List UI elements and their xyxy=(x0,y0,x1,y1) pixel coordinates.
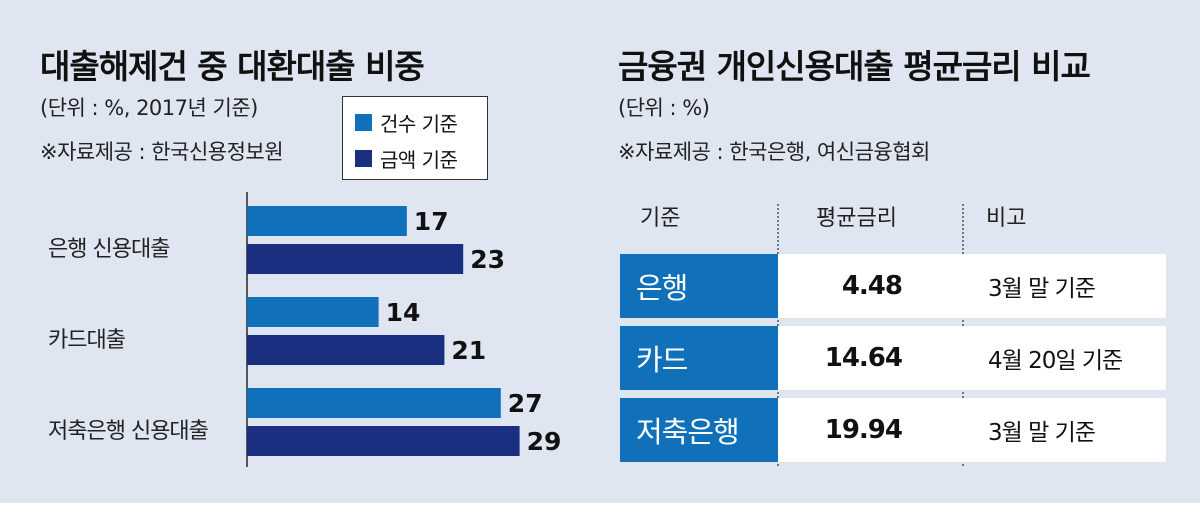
bar-amount xyxy=(247,244,464,274)
right-table-title: 금융권 개인신용대출 평균금리 비교 xyxy=(618,47,1091,86)
category-label: 은행 신용대출 xyxy=(48,237,170,262)
column-header-note: 비고 xyxy=(986,206,1027,231)
bar-count xyxy=(247,297,379,327)
table-row: 은행 4.48 3월 말 기준 xyxy=(620,254,1166,318)
legend-swatch-amount xyxy=(355,149,372,167)
row-rate: 19.94 xyxy=(778,398,964,462)
legend-label-amount: 금액 기준 xyxy=(380,147,458,172)
column-header-criteria: 기준 xyxy=(640,206,681,231)
bar-amount xyxy=(247,426,520,456)
bar-value-label: 23 xyxy=(470,245,505,274)
left-chart-title: 대출해제건 중 대환대출 비중 xyxy=(40,47,425,86)
left-chart-unit: (단위 : %, 2017년 기준) xyxy=(40,96,258,120)
row-name: 카드 xyxy=(620,326,778,390)
infographic-panel: 대출해제건 중 대환대출 비중 (단위 : %, 2017년 기준) ※자료제공… xyxy=(0,0,1200,503)
legend-item-amount: 금액 기준 xyxy=(355,143,458,173)
row-rate: 4.48 xyxy=(778,254,964,318)
legend-swatch-count xyxy=(355,113,372,131)
column-header-rate: 평균금리 xyxy=(816,206,897,231)
bar-count xyxy=(247,206,407,236)
bar-value-label: 17 xyxy=(414,207,449,236)
chart-legend: 건수 기준 금액 기준 xyxy=(342,96,488,180)
bar-count xyxy=(247,388,501,418)
table-row: 저축은행 19.94 3월 말 기준 xyxy=(620,398,1166,462)
legend-item-count: 건수 기준 xyxy=(355,107,458,137)
bar-value-label: 27 xyxy=(508,389,543,418)
row-note: 4월 20일 기준 xyxy=(964,326,1166,390)
bar-chart: 17 23 14 21 27 29 xyxy=(246,192,562,467)
category-label: 카드대출 xyxy=(48,328,126,353)
row-name: 은행 xyxy=(620,254,778,318)
left-chart-source: ※자료제공 : 한국신용정보원 xyxy=(40,140,284,164)
row-note: 3월 말 기준 xyxy=(964,254,1166,318)
category-label: 저축은행 신용대출 xyxy=(48,419,209,444)
right-table-unit: (단위 : %) xyxy=(618,96,710,120)
row-name: 저축은행 xyxy=(620,398,778,462)
bar-value-label: 14 xyxy=(386,298,421,327)
bar-value-label: 29 xyxy=(527,427,562,456)
bar-amount xyxy=(247,335,445,365)
bar-value-label: 21 xyxy=(451,336,486,365)
right-table-source: ※자료제공 : 한국은행, 여신금융협회 xyxy=(618,140,930,164)
row-note: 3월 말 기준 xyxy=(964,398,1166,462)
table-row: 카드 14.64 4월 20일 기준 xyxy=(620,326,1166,390)
legend-label-count: 건수 기준 xyxy=(380,111,458,136)
row-rate: 14.64 xyxy=(778,326,964,390)
